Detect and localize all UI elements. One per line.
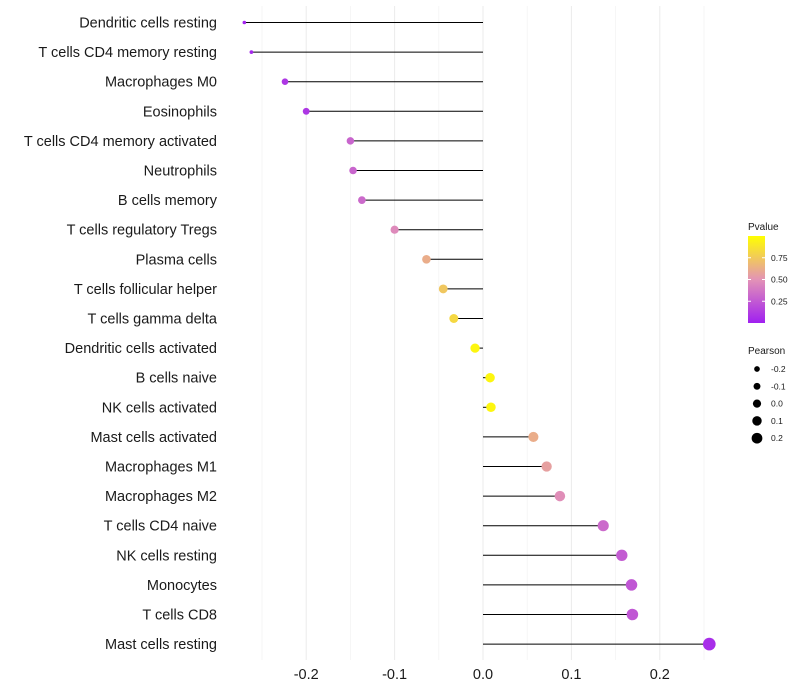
- pearson-legend-key: [752, 399, 762, 408]
- grid-lines: [261, 6, 705, 660]
- point: [597, 520, 609, 532]
- pearson-legend-key: [753, 382, 761, 390]
- pearson-legend: Pearson -0.2 -0.1 0.0 0.1 0.2: [748, 346, 786, 444]
- point: [349, 166, 357, 175]
- y-axis-label: T cells CD4 memory activated: [24, 134, 217, 150]
- x-tick-label: -0.2: [294, 667, 319, 683]
- point: [422, 255, 431, 264]
- point: [249, 50, 254, 54]
- point: [625, 579, 638, 591]
- point: [438, 284, 448, 294]
- pvalue-legend-title: Pvalue: [748, 222, 779, 233]
- x-tick-label: 0.2: [650, 667, 670, 683]
- pearson-legend-title: Pearson: [748, 346, 785, 357]
- pearson-legend-label: -0.2: [771, 364, 786, 374]
- point: [390, 225, 399, 234]
- y-axis-label: T cells CD4 memory resting: [38, 45, 217, 61]
- point: [486, 402, 496, 413]
- pvalue-legend-label: 0.50: [771, 275, 788, 285]
- y-axis-label: NK cells resting: [116, 548, 217, 564]
- point: [346, 137, 355, 145]
- lollipop-points: [242, 20, 716, 651]
- pearson-legend-label: 0.1: [771, 416, 783, 426]
- lollipop-stems: [244, 22, 710, 645]
- pearson-legend-label: 0.0: [771, 399, 783, 409]
- point: [242, 20, 247, 25]
- point: [702, 637, 716, 651]
- pvalue-legend-label: 0.25: [771, 296, 788, 306]
- x-tick-label: 0.1: [561, 667, 581, 683]
- point: [626, 608, 639, 621]
- y-axis-label: Mast cells resting: [105, 637, 217, 653]
- pearson-legend-key: [754, 366, 760, 372]
- pearson-legend-label: -0.1: [771, 381, 786, 391]
- y-axis-labels: Dendritic cells resting T cells CD4 memor…: [24, 16, 218, 654]
- point: [616, 549, 628, 561]
- y-axis-label: NK cells activated: [102, 400, 217, 416]
- pvalue-legend-label: 0.75: [771, 253, 788, 263]
- pvalue-colorbar: [748, 236, 765, 323]
- point: [358, 196, 366, 204]
- point: [528, 431, 539, 442]
- pearson-legend-label: 0.2: [771, 433, 783, 443]
- point: [554, 490, 566, 502]
- x-tick-label: -0.1: [382, 667, 407, 683]
- y-axis-label: Dendritic cells activated: [65, 341, 217, 357]
- pvalue-legend: Pvalue 0.75 0.50 0.25: [748, 222, 788, 323]
- point: [281, 78, 289, 85]
- y-axis-label: T cells follicular helper: [74, 282, 217, 298]
- y-axis-label: Plasma cells: [136, 252, 217, 268]
- y-axis-label: Mast cells activated: [90, 430, 217, 446]
- y-axis-label: T cells gamma delta: [88, 312, 218, 328]
- point: [302, 107, 310, 115]
- y-axis-label: Macrophages M1: [105, 460, 217, 476]
- x-axis-tick-labels: -0.2 -0.1 0.0 0.1 0.2: [294, 667, 670, 683]
- y-axis-label: Macrophages M2: [105, 489, 217, 505]
- y-axis-label: Monocytes: [147, 578, 217, 594]
- point: [449, 314, 459, 323]
- y-axis-label: B cells naive: [136, 371, 217, 387]
- y-axis-label: Macrophages M0: [105, 75, 217, 91]
- point: [541, 461, 552, 472]
- pearson-legend-key: [752, 416, 762, 426]
- y-axis-label: Neutrophils: [144, 164, 217, 180]
- y-axis-label: T cells regulatory Tregs: [67, 223, 217, 239]
- point: [470, 343, 480, 353]
- pearson-legend-key: [751, 432, 763, 444]
- y-axis-label: T cells CD8: [142, 608, 217, 624]
- y-axis-label: B cells memory: [118, 193, 218, 209]
- y-axis-label: Dendritic cells resting: [79, 16, 217, 32]
- x-tick-label: 0.0: [473, 667, 493, 683]
- y-axis-label: T cells CD4 naive: [104, 519, 217, 535]
- y-axis-label: Eosinophils: [143, 104, 217, 120]
- point: [485, 372, 495, 383]
